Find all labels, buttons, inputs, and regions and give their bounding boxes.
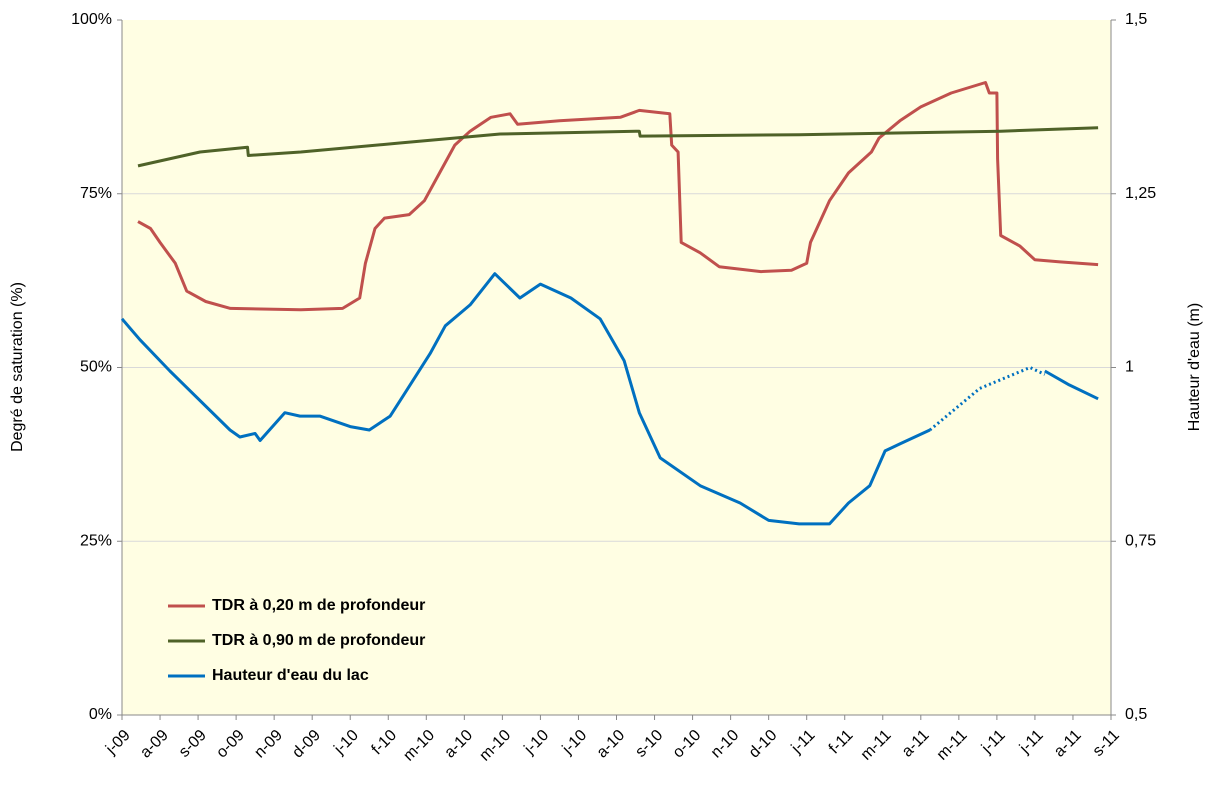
legend-label: TDR à 0,90 m de profondeur xyxy=(212,632,425,649)
x-tick-label: s-11 xyxy=(1090,727,1123,760)
y2-tick-label: 0,5 xyxy=(1125,706,1147,723)
x-tick-label: f-10 xyxy=(369,727,401,759)
x-tick-label: o-09 xyxy=(213,727,248,762)
x-tick-label: m-11 xyxy=(858,727,895,764)
x-tick-label: m-10 xyxy=(400,727,438,765)
x-tick-label: a-10 xyxy=(441,727,476,762)
y2-tick-label: 1,5 xyxy=(1125,11,1147,28)
x-tick-label: s-09 xyxy=(176,727,210,761)
y-axis-title: Degré de saturation (%) xyxy=(9,282,26,452)
legend-label: Hauteur d'eau du lac xyxy=(212,667,369,684)
legend-label: TDR à 0,20 m de profondeur xyxy=(212,597,425,614)
x-tick-label: a-11 xyxy=(899,727,933,761)
x-tick-label: j-09 xyxy=(102,727,134,759)
x-tick-label: a-11 xyxy=(1051,727,1085,761)
x-tick-label: j-10 xyxy=(559,727,591,759)
x-tick-label: d-09 xyxy=(289,727,324,762)
x-tick-label: j-11 xyxy=(788,727,819,758)
y-tick-label: 50% xyxy=(80,359,112,376)
y-tick-label: 25% xyxy=(80,532,112,549)
series-line xyxy=(120,272,1099,526)
y-tick-label: 0% xyxy=(89,706,112,723)
x-tick-label: j-11 xyxy=(1016,727,1047,758)
x-tick-label: j-10 xyxy=(521,727,553,759)
x-tick-label: m-10 xyxy=(476,727,514,765)
x-tick-label: d-10 xyxy=(746,727,781,762)
x-tick-label: j-11 xyxy=(978,727,1009,758)
x-tick-label: m-11 xyxy=(934,727,971,764)
y2-tick-label: 1,25 xyxy=(1125,185,1156,202)
y2-tick-label: 1 xyxy=(1125,359,1134,376)
x-tick-label: n-10 xyxy=(708,727,743,762)
x-tick-label: a-10 xyxy=(594,727,629,762)
y2-tick-label: 0,75 xyxy=(1125,532,1156,549)
x-tick-label: o-10 xyxy=(670,727,705,762)
x-tick-label: j-10 xyxy=(330,727,362,759)
x-tick-label: f-11 xyxy=(826,727,857,758)
x-tick-label: n-09 xyxy=(251,727,286,762)
x-tick-label: s-10 xyxy=(632,727,666,761)
x-tick-label: a-09 xyxy=(137,727,172,762)
y-tick-label: 100% xyxy=(71,11,112,28)
series-line xyxy=(137,81,1099,312)
y2-axis-title: Hauteur d'eau (m) xyxy=(1186,303,1203,431)
series-line xyxy=(137,126,1099,168)
y-tick-label: 75% xyxy=(80,185,112,202)
